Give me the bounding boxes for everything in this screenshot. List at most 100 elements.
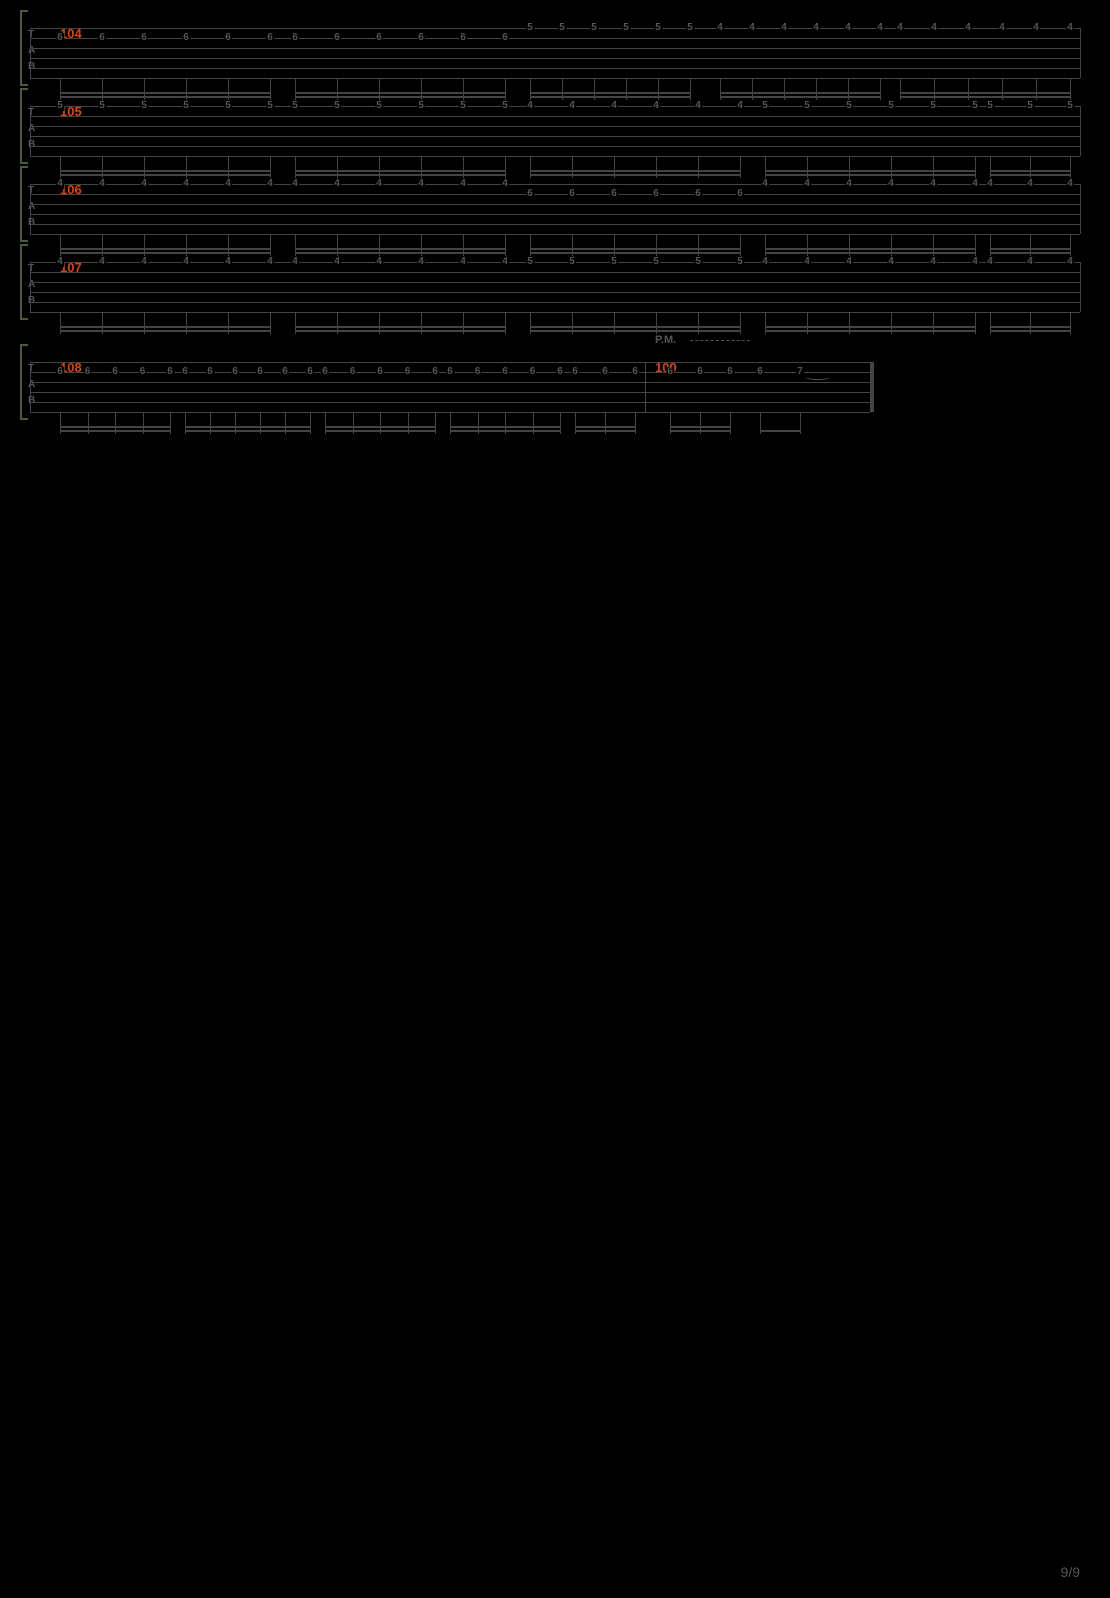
string-line xyxy=(30,312,1080,313)
note-stem xyxy=(170,412,171,434)
fret-number: 4 xyxy=(929,179,937,189)
fret-number: 4 xyxy=(803,257,811,267)
fret-number: 6 xyxy=(321,367,329,377)
beam xyxy=(900,96,1070,98)
fret-number: 4 xyxy=(501,179,509,189)
string-line xyxy=(30,282,1080,283)
fret-number: 4 xyxy=(182,179,190,189)
beam xyxy=(990,252,1070,254)
fret-number: 4 xyxy=(140,179,148,189)
fret-number: 4 xyxy=(761,257,769,267)
fret-number: 4 xyxy=(98,257,106,267)
fret-number: 4 xyxy=(501,257,509,267)
fret-number: 5 xyxy=(986,101,994,111)
fret-number: 5 xyxy=(761,101,769,111)
note-stem xyxy=(740,312,741,334)
fret-number: 6 xyxy=(568,189,576,199)
beam xyxy=(990,248,1070,250)
fret-number: 6 xyxy=(166,367,174,377)
string-line xyxy=(30,126,1080,127)
fret-number: 6 xyxy=(601,367,609,377)
palm-mute-dash xyxy=(690,340,750,341)
fret-number: 6 xyxy=(376,367,384,377)
fret-number: 5 xyxy=(694,257,702,267)
palm-mute-label: P.M. xyxy=(655,334,676,346)
beam xyxy=(530,96,690,98)
tab-section: 108109P.M.TAB666666666666666666666666666… xyxy=(30,362,1080,412)
fret-number: 5 xyxy=(98,101,106,111)
fret-number: 4 xyxy=(971,179,979,189)
bar-line xyxy=(30,28,31,78)
beam xyxy=(60,170,270,172)
beam xyxy=(990,174,1070,176)
beam xyxy=(765,170,975,172)
note-stem xyxy=(505,234,506,256)
fret-number: 5 xyxy=(686,23,694,33)
tab-section: 104TAB666666666666555555444444444444 xyxy=(30,28,1080,78)
fret-number: 6 xyxy=(404,367,412,377)
fret-number: 6 xyxy=(501,367,509,377)
fret-number: 4 xyxy=(887,257,895,267)
fret-number: 4 xyxy=(333,257,341,267)
fret-number: 5 xyxy=(568,257,576,267)
bar-line xyxy=(1080,28,1081,78)
beam xyxy=(765,174,975,176)
fret-number: 6 xyxy=(526,189,534,199)
fret-number: 5 xyxy=(140,101,148,111)
beam xyxy=(990,326,1070,328)
fret-number: 5 xyxy=(526,23,534,33)
note-stem xyxy=(690,78,691,100)
fret-number: 4 xyxy=(56,257,64,267)
beam xyxy=(60,174,270,176)
note-stem xyxy=(975,312,976,334)
string-line xyxy=(30,292,1080,293)
bar-line xyxy=(30,184,31,234)
string-line xyxy=(30,382,870,383)
fret-number: 6 xyxy=(206,367,214,377)
fret-number: 4 xyxy=(266,257,274,267)
fret-number: 4 xyxy=(417,257,425,267)
fret-number: 4 xyxy=(266,179,274,189)
fret-number: 6 xyxy=(56,367,64,377)
fret-number: 6 xyxy=(571,367,579,377)
beam xyxy=(670,430,730,432)
string-line xyxy=(30,116,1080,117)
fret-number: 4 xyxy=(986,179,994,189)
string-line xyxy=(30,146,1080,147)
fret-number: 4 xyxy=(929,257,937,267)
fret-number: 4 xyxy=(1032,23,1040,33)
note-stem xyxy=(270,78,271,100)
fret-number: 4 xyxy=(610,101,618,111)
fret-number: 4 xyxy=(291,179,299,189)
fret-number: 4 xyxy=(333,179,341,189)
string-line xyxy=(30,392,870,393)
fret-number: 5 xyxy=(501,101,509,111)
fret-number: 6 xyxy=(417,33,425,43)
beam xyxy=(60,96,270,98)
staff-bracket xyxy=(20,10,28,86)
fret-number: 4 xyxy=(140,257,148,267)
beam xyxy=(295,248,505,250)
fret-number: 4 xyxy=(716,23,724,33)
fret-number: 5 xyxy=(803,101,811,111)
tab-staff: TAB444444444444666666444444444 xyxy=(30,184,1080,234)
beam xyxy=(450,430,560,432)
fret-number: 4 xyxy=(761,179,769,189)
note-stem xyxy=(800,412,801,434)
tab-staff: TAB444444444444555555444444444 xyxy=(30,262,1080,312)
beam xyxy=(530,174,740,176)
beam xyxy=(60,252,270,254)
string-line xyxy=(30,48,1080,49)
fret-number: 4 xyxy=(1066,179,1074,189)
fret-number: 6 xyxy=(139,367,147,377)
fret-number: 6 xyxy=(231,367,239,377)
bar-line xyxy=(645,362,646,412)
fret-number: 6 xyxy=(224,33,232,43)
beam xyxy=(60,430,170,432)
fret-number: 4 xyxy=(812,23,820,33)
fret-number: 4 xyxy=(568,101,576,111)
fret-number: 4 xyxy=(652,101,660,111)
note-stem xyxy=(975,156,976,178)
fret-number: 5 xyxy=(654,23,662,33)
fret-number: 6 xyxy=(182,33,190,43)
